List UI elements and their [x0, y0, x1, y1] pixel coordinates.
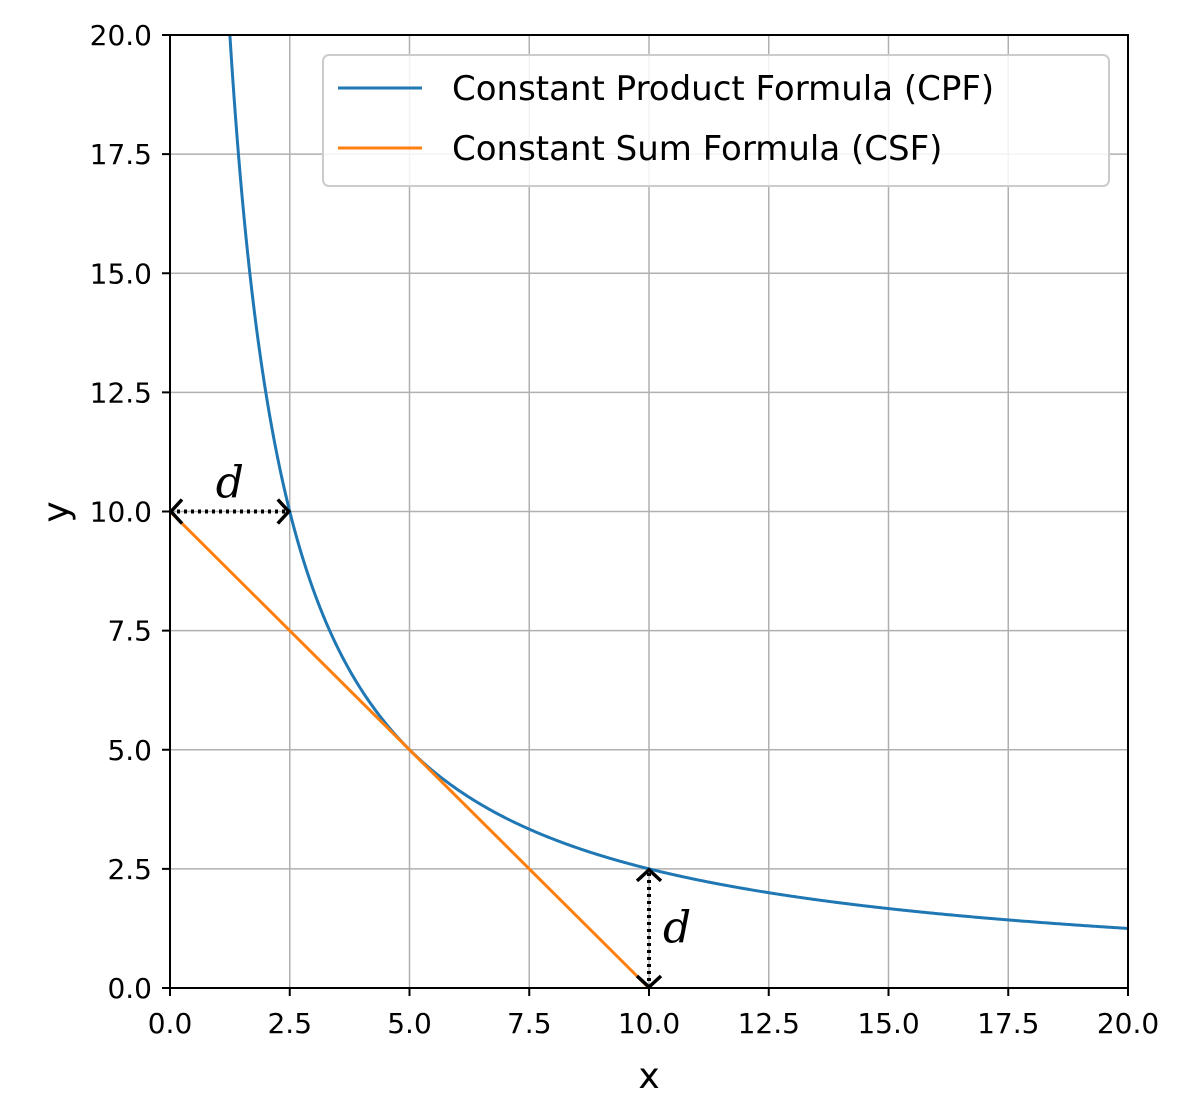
annotation-layer: dd	[168, 458, 691, 990]
x-tick-label: 0.0	[148, 1007, 193, 1040]
x-tick-label: 7.5	[507, 1007, 552, 1040]
y-tick-label: 20.0	[90, 19, 152, 52]
y-tick-label: 7.5	[107, 615, 152, 648]
annotation-horizontal: d	[168, 458, 292, 525]
annotation-arrow-head	[276, 498, 292, 525]
annotation-arrow-head	[635, 867, 663, 883]
x-tick-label: 17.5	[977, 1007, 1039, 1040]
legend-label-csf: Constant Sum Formula (CSF)	[452, 129, 942, 169]
x-tick-label: 20.0	[1097, 1007, 1159, 1040]
y-tick-label: 10.0	[90, 496, 152, 529]
legend-box	[322, 54, 1110, 187]
x-tick-label: 2.5	[267, 1007, 312, 1040]
x-tick-label: 10.0	[618, 1007, 680, 1040]
x-tick-label: 15.0	[857, 1007, 919, 1040]
y-tick-label: 12.5	[90, 376, 152, 409]
y-tick-label: 5.0	[107, 734, 152, 767]
series-line-cpf	[228, 35, 1128, 930]
ticks-layer: 0.0 2.5 5.0 7.5 10.0 12.5 15.0 17.5 20.0 0.0 2.5 5.…	[90, 19, 1160, 1040]
legend-label-cpf: Constant Product Formula (CPF)	[452, 69, 994, 109]
y-tick-label: 15.0	[90, 257, 152, 290]
x-tick-label: 5.0	[387, 1007, 432, 1040]
y-tick-label: 0.0	[107, 972, 152, 1005]
x-axis-label: x	[638, 1056, 659, 1097]
series-line-csf	[170, 510, 651, 988]
annotation-label: d	[216, 458, 244, 509]
legend: Constant Product Formula (CPF) Constant …	[322, 54, 1110, 187]
y-tick-label: 17.5	[90, 138, 152, 171]
y-axis-label: y	[36, 501, 77, 522]
y-tick-label: 2.5	[107, 853, 152, 886]
annotation-label: d	[663, 902, 691, 953]
series-layer	[170, 35, 1128, 988]
x-tick-label: 12.5	[738, 1007, 800, 1040]
annotation-vertical: d	[635, 867, 691, 990]
